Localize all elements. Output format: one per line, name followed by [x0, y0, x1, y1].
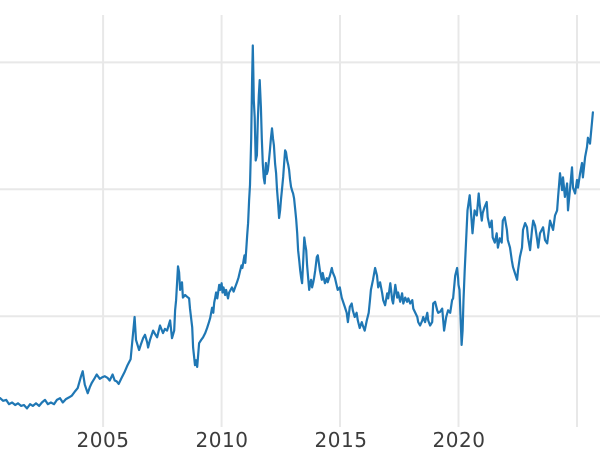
x-tick-label-2010: 2010 — [195, 428, 249, 450]
vertical-gridlines — [102, 15, 578, 427]
horizontal-gridlines — [0, 61, 600, 318]
x-tick-label-2015: 2015 — [314, 428, 368, 450]
x-tick-label-2005: 2005 — [76, 428, 130, 450]
price-line — [0, 44, 595, 410]
x-tick-label-2020: 2020 — [432, 428, 486, 450]
